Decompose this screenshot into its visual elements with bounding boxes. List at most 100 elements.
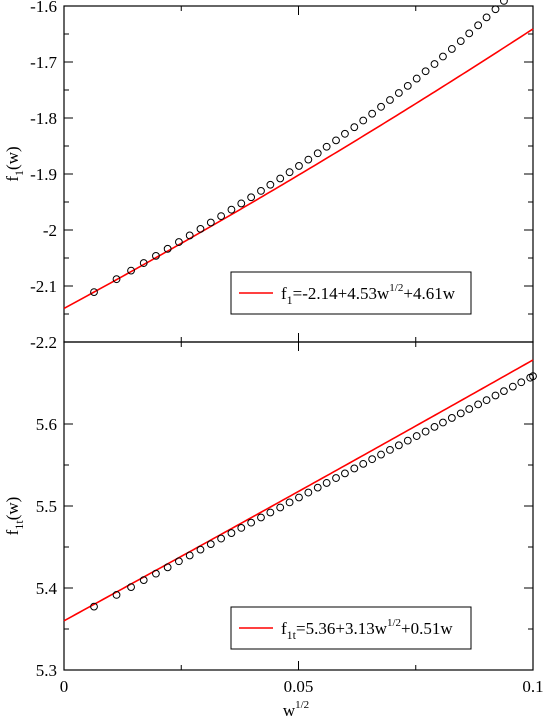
x-tick-label: 0 bbox=[60, 677, 69, 696]
y-axis: -2.2 -2.1 -2 -1.9 -1.8 -1.7 -1.6 bbox=[30, 0, 533, 352]
data-point bbox=[412, 74, 421, 83]
data-point bbox=[313, 149, 322, 158]
data-point bbox=[185, 551, 194, 560]
data-point bbox=[456, 409, 465, 418]
data-point bbox=[421, 427, 430, 436]
data-point bbox=[175, 557, 183, 566]
panel-1: -2.2 -2.1 -2 -1.9 -1.8 -1.7 -1.6 f1(w) f1=-2.14+… bbox=[3, 0, 534, 352]
y-tick-label: -2.1 bbox=[30, 277, 57, 296]
fit-line bbox=[63, 359, 534, 622]
x-tick-label: 0.1 bbox=[522, 677, 543, 696]
data-point bbox=[322, 479, 331, 487]
data-point bbox=[127, 583, 135, 591]
data-point bbox=[447, 45, 456, 53]
data-point bbox=[359, 116, 368, 125]
data-point bbox=[247, 193, 256, 202]
data-point bbox=[474, 400, 483, 409]
data-point bbox=[257, 187, 265, 195]
legend-label: f1t=5.36+3.13w1/2+0.51w bbox=[281, 617, 453, 642]
data-point bbox=[377, 102, 385, 111]
y-axis: 5.3 5.4 5.5 5.6 bbox=[36, 415, 533, 680]
data-point bbox=[285, 498, 294, 507]
data-point bbox=[491, 5, 500, 14]
data-point bbox=[276, 503, 285, 512]
x-axis-label-superscript: 1/2 bbox=[295, 699, 309, 711]
x-axis-label: w1/2 bbox=[283, 699, 309, 720]
x-axis bbox=[63, 6, 534, 342]
data-point bbox=[412, 432, 421, 440]
data-point bbox=[359, 459, 368, 468]
y-tick-label: 5.4 bbox=[36, 579, 58, 598]
data-point bbox=[196, 545, 205, 554]
data-point bbox=[112, 275, 121, 284]
data-point bbox=[474, 21, 483, 30]
data-point bbox=[394, 441, 403, 450]
data-point bbox=[430, 422, 439, 431]
data-point bbox=[217, 212, 226, 221]
data-point bbox=[447, 414, 456, 422]
data-point bbox=[394, 89, 403, 97]
legend-label-superscript: 1/2 bbox=[389, 282, 403, 294]
data-point bbox=[332, 136, 340, 145]
data-point bbox=[163, 563, 172, 572]
data-point bbox=[500, 387, 508, 396]
data-point bbox=[152, 251, 160, 260]
data-point bbox=[295, 162, 303, 170]
legend: f1t=5.36+3.13w1/2+0.51w bbox=[230, 606, 472, 650]
data-point bbox=[341, 129, 349, 138]
data-point bbox=[439, 52, 447, 61]
fit-line bbox=[63, 28, 534, 310]
data-point bbox=[421, 67, 430, 76]
data-point bbox=[257, 513, 265, 522]
data-point bbox=[517, 378, 526, 387]
data-point bbox=[403, 81, 412, 90]
data-point bbox=[127, 266, 135, 275]
data-point bbox=[403, 436, 412, 445]
y-tick-label: 5.6 bbox=[36, 415, 57, 434]
data-point bbox=[276, 174, 285, 183]
data-point bbox=[332, 474, 340, 482]
data-point bbox=[439, 418, 447, 427]
data-point bbox=[237, 523, 246, 532]
data-point bbox=[247, 518, 256, 527]
data-point bbox=[266, 180, 275, 189]
data-point bbox=[266, 508, 275, 517]
data-points bbox=[90, 0, 508, 297]
data-point bbox=[368, 455, 377, 464]
data-point bbox=[285, 168, 294, 177]
data-point bbox=[529, 372, 537, 381]
data-point bbox=[227, 205, 236, 214]
y-tick-label: 5.3 bbox=[36, 661, 57, 680]
data-point bbox=[295, 493, 303, 502]
data-point bbox=[350, 123, 359, 132]
data-point bbox=[500, 0, 508, 5]
data-point bbox=[304, 155, 313, 164]
data-point bbox=[304, 488, 313, 497]
y-axis-label: f1t(w) bbox=[3, 497, 26, 536]
data-point bbox=[175, 238, 183, 246]
data-point bbox=[491, 391, 500, 400]
data-point bbox=[206, 540, 215, 549]
y-axis-label-subscript: 1 bbox=[12, 170, 26, 176]
legend-label-superscript: 1/2 bbox=[387, 617, 401, 629]
data-point bbox=[322, 142, 331, 151]
y-tick-label: -2 bbox=[43, 221, 57, 240]
data-point bbox=[508, 382, 517, 391]
data-point bbox=[112, 590, 121, 599]
legend: f1=-2.14+4.53w1/2+4.61w bbox=[230, 271, 472, 315]
data-point bbox=[90, 288, 98, 297]
data-point bbox=[386, 96, 394, 104]
data-point bbox=[368, 109, 377, 118]
y-axis-label-subscript: 1t bbox=[12, 520, 26, 530]
data-point bbox=[227, 529, 236, 537]
data-point bbox=[341, 469, 349, 478]
legend-label-subscript: 1 bbox=[287, 293, 293, 307]
data-point bbox=[482, 396, 491, 405]
data-point bbox=[152, 569, 160, 578]
y-tick-label: -1.9 bbox=[30, 165, 57, 184]
data-point bbox=[482, 13, 491, 22]
x-tick-label: 0.05 bbox=[284, 677, 314, 696]
panel-2: 5.3 5.4 5.5 5.6 0 0.05 0.1 f1t(w) w1/2 f1t=5.36+3… bbox=[3, 341, 544, 720]
data-point bbox=[313, 483, 322, 492]
